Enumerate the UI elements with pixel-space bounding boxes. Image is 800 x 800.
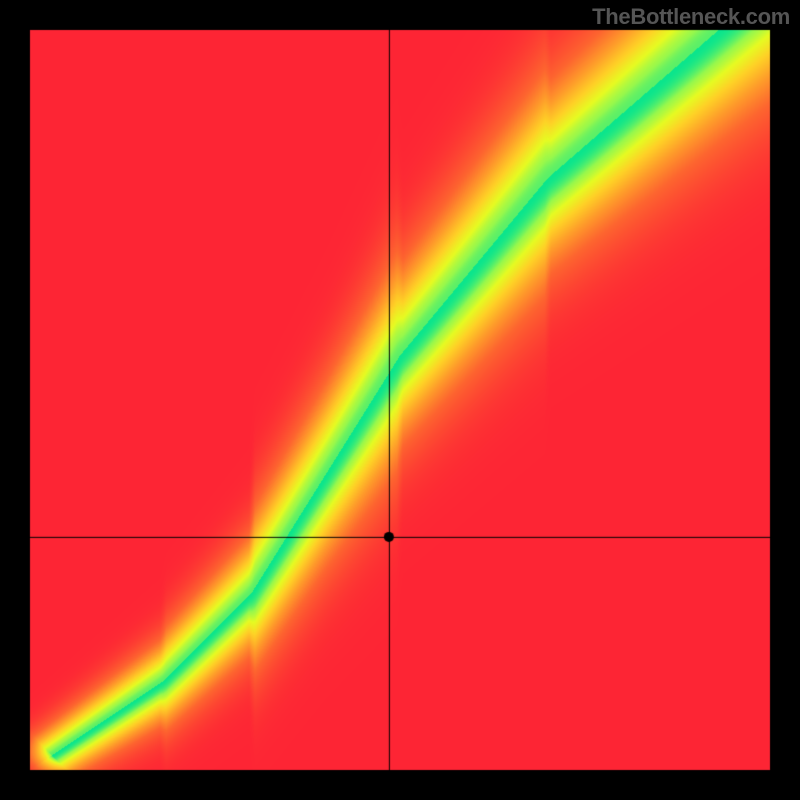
watermark-text: TheBottleneck.com xyxy=(592,4,790,30)
bottleneck-heatmap xyxy=(0,0,800,800)
